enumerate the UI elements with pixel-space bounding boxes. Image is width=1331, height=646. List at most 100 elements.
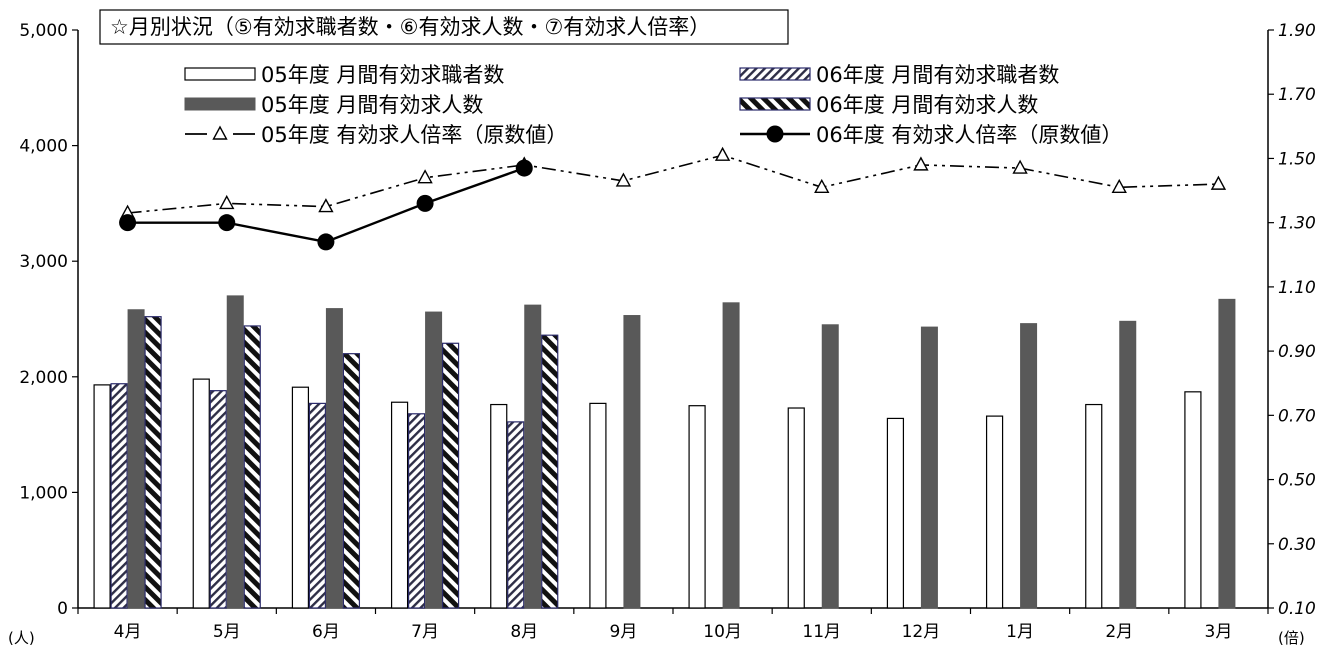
bar xyxy=(985,415,1004,609)
bar xyxy=(821,324,839,609)
bar xyxy=(144,316,162,609)
triangle-marker xyxy=(913,156,929,171)
x-tick-label: 10月 xyxy=(703,622,742,642)
y2-tick-label: 1.10 xyxy=(1278,278,1316,298)
series-line xyxy=(127,154,1219,214)
bar xyxy=(541,334,559,609)
bar xyxy=(490,403,508,609)
bar xyxy=(110,383,128,609)
bar xyxy=(1085,403,1103,609)
x-tick-label: 8月 xyxy=(510,622,538,642)
x-tick-label: 6月 xyxy=(312,622,340,642)
y2-tick-label: 1.90 xyxy=(1278,21,1316,41)
bar xyxy=(192,378,210,609)
y2-tick-label: 0.70 xyxy=(1278,406,1316,426)
legend-triangle-marker xyxy=(212,125,228,140)
circle-marker xyxy=(416,194,434,212)
legend-label: 06年度 月間有効求職者数 xyxy=(816,63,1059,87)
axes: 0 1,000 2,000 3,000 4,000 5,000 0.10 0.30 0.50 0.… xyxy=(19,21,1316,642)
circle-marker xyxy=(119,214,137,232)
y-tick-label: 3,000 xyxy=(19,252,68,272)
triangle-marker xyxy=(219,194,235,210)
bar xyxy=(886,417,905,609)
y2-tick-label: 1.70 xyxy=(1278,85,1316,105)
bar xyxy=(524,304,542,609)
triangle-marker xyxy=(714,146,731,161)
bar xyxy=(342,353,361,609)
y2-tick-label: 0.30 xyxy=(1278,535,1316,555)
y-axis-unit-label: (人) xyxy=(8,629,35,646)
bar xyxy=(209,390,227,609)
circle-marker xyxy=(218,214,236,232)
bar xyxy=(1119,320,1137,609)
legend-swatch xyxy=(739,97,811,111)
legend-label: 05年度 有効求人倍率（原数値） xyxy=(261,123,567,147)
triangle-marker xyxy=(814,178,830,194)
x-tick-label: 11月 xyxy=(802,622,841,642)
bar xyxy=(325,308,343,609)
bar xyxy=(441,342,460,609)
y2-tick-label: 1.30 xyxy=(1278,214,1316,234)
y2-tick-label: 0.90 xyxy=(1278,342,1316,362)
bar xyxy=(787,407,805,609)
legend-swatch xyxy=(184,67,256,81)
bar xyxy=(425,311,443,609)
bar xyxy=(1218,298,1236,609)
chart-title: ☆月別状況（⑤有効求職者数・⑥有効求人数・⑦有効求人倍率） xyxy=(110,15,710,39)
bar xyxy=(291,386,310,609)
bar xyxy=(589,402,607,609)
bar xyxy=(722,302,740,609)
circle-marker xyxy=(515,159,533,177)
y2-tick-label: 0.50 xyxy=(1278,471,1316,491)
bar xyxy=(390,401,409,609)
legend-circle-marker xyxy=(766,125,784,143)
triangle-marker xyxy=(1210,175,1227,190)
legend-label: 06年度 有効求人倍率（原数値） xyxy=(816,123,1122,147)
triangle-marker xyxy=(318,198,334,213)
lines xyxy=(119,146,1227,251)
x-tick-label: 3月 xyxy=(1205,622,1233,642)
y-tick-label: 1,000 xyxy=(19,483,68,503)
y-tick-label: 0 xyxy=(57,599,68,619)
bar xyxy=(93,384,111,609)
chart-title-box: ☆月別状況（⑤有効求職者数・⑥有効求人数・⑦有効求人倍率） xyxy=(99,9,789,45)
bar xyxy=(1020,323,1038,609)
legend: 05年度 月間有効求職者数 06年度 月間有効求職者数 05年度 月間有効求人数 06… xyxy=(184,63,1122,147)
circle-marker xyxy=(317,233,335,251)
triangle-marker xyxy=(1111,178,1127,194)
bar xyxy=(1184,391,1202,609)
x-tick-label: 4月 xyxy=(114,622,142,642)
bar xyxy=(308,402,327,609)
y-tick-label: 2,000 xyxy=(19,368,68,388)
triangle-marker xyxy=(1012,159,1028,174)
y-tick-label: 5,000 xyxy=(19,21,68,41)
x-tick-label: 7月 xyxy=(411,622,439,642)
bar xyxy=(127,309,145,609)
bar xyxy=(226,295,244,609)
x-tick-label: 2月 xyxy=(1105,622,1133,642)
legend-swatch xyxy=(184,97,256,111)
bar xyxy=(507,421,525,609)
bars xyxy=(93,295,1236,609)
legend-swatch xyxy=(739,67,811,81)
triangle-marker xyxy=(417,169,433,184)
y2-tick-label: 1.50 xyxy=(1278,149,1316,169)
bar xyxy=(407,413,426,609)
y2-axis-unit-label: (倍) xyxy=(1278,629,1305,646)
legend-label: 05年度 月間有効求職者数 xyxy=(261,63,504,87)
bar xyxy=(243,325,261,609)
legend-label: 05年度 月間有効求人数 xyxy=(261,93,483,117)
bar xyxy=(623,315,641,609)
x-tick-label: 9月 xyxy=(610,622,638,642)
x-tick-label: 12月 xyxy=(902,622,941,642)
legend-label: 06年度 月間有効求人数 xyxy=(816,93,1038,117)
y2-tick-label: 0.10 xyxy=(1278,599,1316,619)
y-tick-label: 4,000 xyxy=(19,137,68,157)
x-tick-label: 1月 xyxy=(1006,622,1034,642)
x-tick-label: 5月 xyxy=(213,622,241,642)
bar xyxy=(920,326,938,609)
bar xyxy=(688,405,706,609)
triangle-marker xyxy=(615,172,632,187)
